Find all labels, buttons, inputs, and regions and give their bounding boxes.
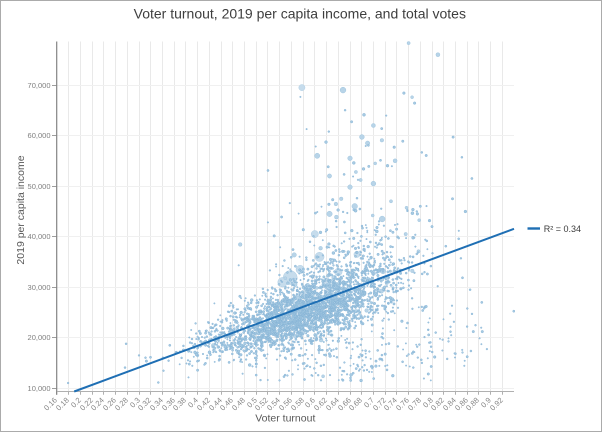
svg-text:40,000: 40,000 — [28, 232, 51, 241]
svg-text:20,000: 20,000 — [28, 333, 51, 342]
svg-text:Voter turnout, 2019 per capita: Voter turnout, 2019 per capita income, a… — [134, 5, 466, 21]
svg-text:Voter turnout: Voter turnout — [255, 413, 315, 425]
svg-text:60,000: 60,000 — [28, 131, 51, 140]
svg-text:50,000: 50,000 — [28, 182, 51, 191]
svg-text:10,000: 10,000 — [28, 384, 51, 393]
svg-text:30,000: 30,000 — [28, 283, 51, 292]
svg-text:2019 per capita income: 2019 per capita income — [15, 155, 27, 264]
svg-text:70,000: 70,000 — [28, 81, 51, 90]
svg-text:R² = 0.34: R² = 0.34 — [544, 224, 581, 234]
